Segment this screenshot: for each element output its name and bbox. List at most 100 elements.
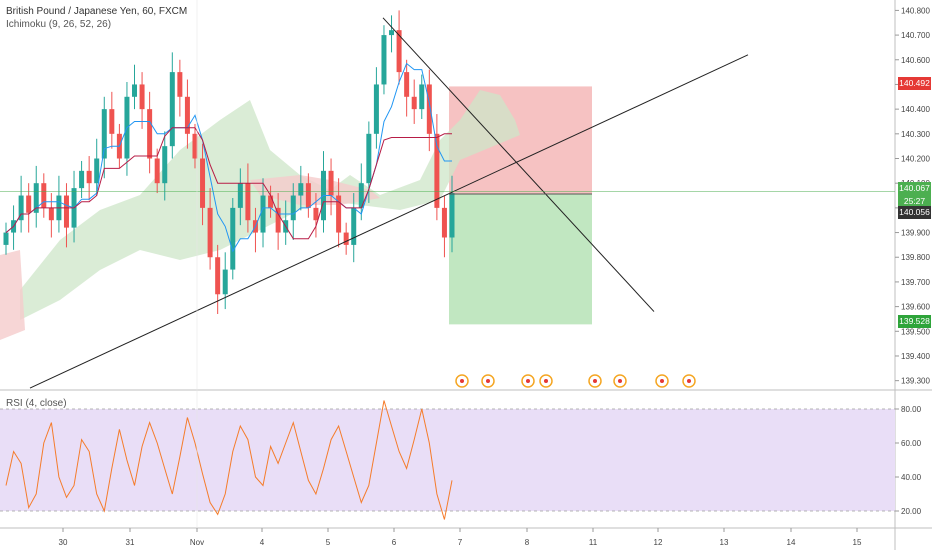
candle-body <box>169 72 175 147</box>
candle-body <box>275 207 281 233</box>
candle-body <box>33 183 39 213</box>
candle-body <box>343 232 349 245</box>
candle-body <box>48 207 54 221</box>
candle-body <box>3 232 9 245</box>
candle-body <box>434 133 440 208</box>
time-tick-label: 4 <box>260 538 265 547</box>
time-tick-label: 11 <box>589 538 598 547</box>
kijun-sen-line <box>5 127 452 240</box>
time-tick-label: 12 <box>654 538 663 547</box>
last-price-tag: 140.067 <box>898 182 931 195</box>
ascending-trendline <box>29 54 749 389</box>
candle-body <box>313 207 319 221</box>
price-tick-label: 140.700 <box>901 31 930 40</box>
price-tick-label: 139.500 <box>901 327 930 336</box>
candle-body <box>336 195 342 233</box>
candle-body <box>441 207 447 238</box>
candle-body <box>18 195 24 221</box>
candle-body <box>162 146 168 184</box>
candle-body <box>381 35 387 85</box>
candle-body <box>373 84 379 134</box>
price-tick-label: 140.800 <box>901 6 930 15</box>
candle-body <box>268 195 274 208</box>
time-tick-label: 8 <box>525 538 530 547</box>
candle-body <box>147 109 153 159</box>
event-marker-dot <box>687 379 691 383</box>
time-tick-label: 30 <box>59 538 68 547</box>
time-tick-label: 7 <box>458 538 463 547</box>
candle-body <box>132 84 138 97</box>
price-tick-label: 139.900 <box>901 229 930 238</box>
stop-loss-price-tag: 140.492 <box>898 77 931 90</box>
candle-body <box>215 257 221 295</box>
time-tick-label: 6 <box>392 538 397 547</box>
candle-body <box>63 195 69 228</box>
candle-body <box>426 84 432 134</box>
time-tick-label: 31 <box>126 538 135 547</box>
candle-body <box>230 207 236 270</box>
candle-body <box>245 183 251 221</box>
price-tick-label: 140.600 <box>901 56 930 65</box>
price-tick-label: 139.300 <box>901 377 930 386</box>
descending-trendline <box>382 17 655 312</box>
chart-title: British Pound / Japanese Yen, 60, FXCM <box>6 6 188 17</box>
rsi-legend[interactable]: RSI (4, close) <box>6 398 67 409</box>
candle-body <box>366 133 372 184</box>
candle-body <box>26 195 32 213</box>
candle-body <box>79 170 85 189</box>
price-tick-label: 139.400 <box>901 352 930 361</box>
time-tick-label: Nov <box>190 538 204 547</box>
candle-body <box>207 207 213 258</box>
price-tick-label: 140.400 <box>901 105 930 114</box>
indicator-legend[interactable]: Ichimoku (9, 26, 52, 26) <box>6 19 112 30</box>
rsi-tick-label: 20.00 <box>901 507 922 516</box>
candle-body <box>351 207 357 245</box>
candle-body <box>184 96 190 134</box>
price-tick-label: 140.200 <box>901 155 930 164</box>
candle-body <box>41 183 47 208</box>
candle-body <box>154 158 160 184</box>
price-tick-label: 140.300 <box>901 130 930 139</box>
candle-body <box>237 183 243 208</box>
candle-body <box>298 183 304 196</box>
price-tick-label: 139.800 <box>901 253 930 262</box>
candle-body <box>290 195 296 221</box>
candle-body <box>139 84 145 110</box>
event-marker-dot <box>593 379 597 383</box>
candle-body <box>328 170 334 196</box>
countdown-tag: 25:27 <box>898 195 931 208</box>
candle-body <box>404 72 410 97</box>
candle-body <box>260 195 266 233</box>
event-marker-dot <box>486 379 490 383</box>
candle-body <box>109 109 115 134</box>
event-marker-dot <box>618 379 622 383</box>
rsi-tick-label: 80.00 <box>901 405 922 414</box>
price-tick-label: 139.600 <box>901 303 930 312</box>
candle-body <box>389 30 395 36</box>
candle-body <box>177 72 183 97</box>
time-tick-label: 5 <box>326 538 331 547</box>
candle-body <box>419 84 425 110</box>
event-marker-dot <box>660 379 664 383</box>
rsi-band <box>0 409 895 511</box>
candle-body <box>358 183 364 208</box>
candle-body <box>305 183 311 208</box>
time-tick-label: 15 <box>853 538 862 547</box>
target-price-tag: 139.528 <box>898 315 931 328</box>
candle-body <box>200 158 206 208</box>
rsi-line <box>5 400 453 520</box>
time-tick-label: 13 <box>720 538 729 547</box>
event-marker-dot <box>544 379 548 383</box>
candle-body <box>101 109 107 159</box>
time-tick-label: 14 <box>787 538 796 547</box>
candle-body <box>94 158 100 184</box>
candle-body <box>449 193 455 238</box>
rsi-tick-label: 40.00 <box>901 473 922 482</box>
candle-body <box>222 269 228 295</box>
entry-price-tag: 140.056 <box>898 206 931 219</box>
candle-body <box>192 133 198 159</box>
candle-body <box>86 170 92 184</box>
candle-body <box>396 30 402 73</box>
